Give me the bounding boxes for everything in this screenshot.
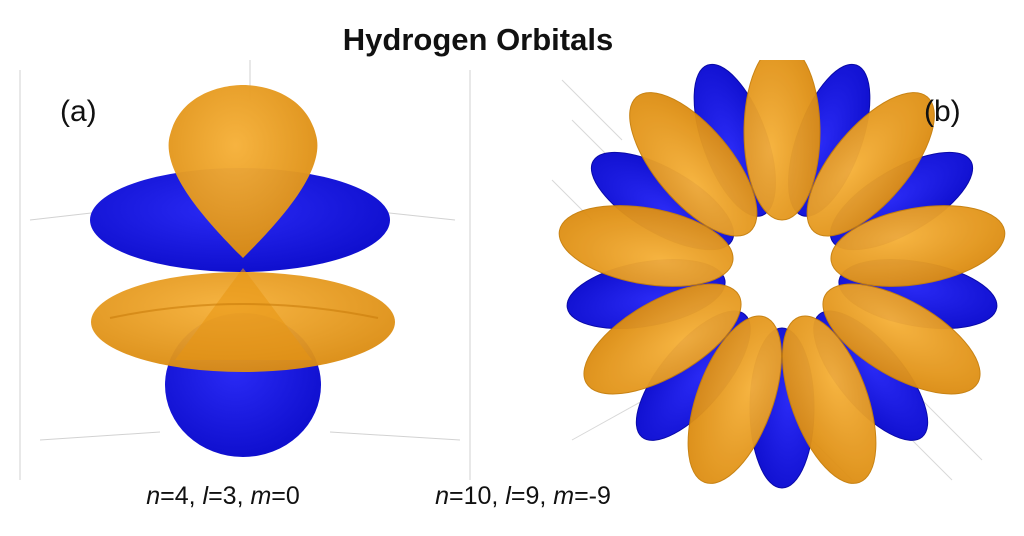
m-value: =-9: [574, 482, 611, 510]
quantum-numbers-b: n=10, l=9, m=-9: [273, 482, 773, 511]
torus-cone-shade: [175, 268, 312, 360]
n-symbol: n: [435, 482, 449, 510]
l-value: =3,: [208, 482, 251, 510]
positive-lobe: [781, 315, 877, 484]
n-value: =4,: [160, 482, 203, 510]
l-symbol: l: [202, 482, 209, 510]
positive-lobe: [583, 283, 742, 395]
n-value: =10,: [448, 482, 506, 510]
l-value: =9,: [510, 482, 554, 510]
quantum-numbers-a: n=4, l=3, m=0: [0, 482, 473, 511]
positive-lobe: [687, 315, 783, 484]
panel-tag-a: (a): [60, 95, 97, 128]
orbital-ring: [558, 60, 1006, 489]
panel-tag-b: (b): [924, 95, 961, 128]
positive-lobe: [806, 92, 935, 237]
positive-lobe: [822, 283, 981, 395]
m-symbol: m: [250, 482, 272, 510]
positive-lobe: [558, 205, 734, 287]
positive-lobe: [629, 92, 758, 237]
l-symbol: l: [505, 482, 511, 510]
orbital-panel-b: (b): [512, 60, 1012, 490]
axes-grid-a: [19, 60, 471, 480]
positive-lobe: [743, 60, 821, 221]
orbital-render-b: [551, 60, 1006, 489]
n-symbol: n: [146, 482, 161, 510]
orbital-panel-a: (a): [0, 60, 500, 490]
m-symbol: m: [553, 482, 575, 510]
positive-lobe: [830, 205, 1006, 287]
positive-lobe-top: [168, 85, 318, 258]
m-value: =0: [271, 482, 300, 510]
orbital-render-a: [19, 60, 471, 480]
figure-title: Hydrogen Orbitals: [342, 22, 614, 57]
